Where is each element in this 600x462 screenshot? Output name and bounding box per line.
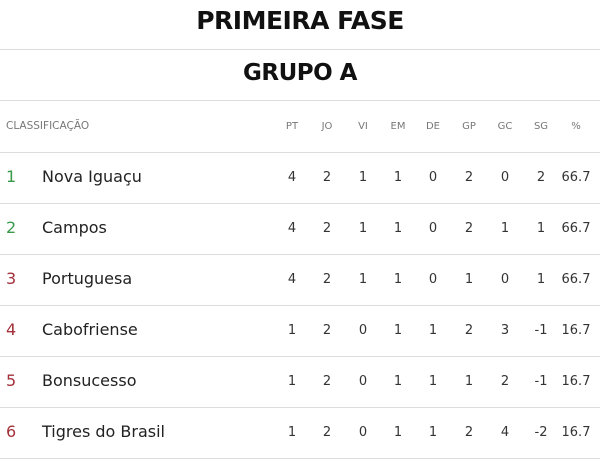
stat-gc: 4: [500, 425, 510, 440]
rank: 5: [6, 371, 17, 390]
stat-gp: 1: [464, 272, 474, 287]
column-header-6: GC: [497, 121, 513, 132]
stat-pct: 16.7: [561, 374, 591, 389]
stat-de: 0: [428, 221, 438, 236]
classification-label: CLASSIFICAÇÃO: [6, 120, 90, 132]
stat-jo: 2: [322, 425, 332, 440]
stat-em: 1: [393, 323, 403, 338]
stat-em: 1: [393, 425, 403, 440]
stat-de: 1: [428, 374, 438, 389]
stat-sg: 1: [536, 221, 546, 236]
divider: [0, 305, 600, 306]
rank: 4: [6, 320, 17, 339]
stat-pt: 1: [287, 323, 297, 338]
column-header-7: SG: [533, 121, 549, 132]
divider: [0, 203, 600, 204]
stat-de: 0: [428, 272, 438, 287]
stat-vi: 0: [358, 425, 368, 440]
divider: [0, 458, 600, 459]
stat-jo: 2: [322, 272, 332, 287]
stat-sg: 1: [536, 272, 546, 287]
stat-vi: 1: [358, 221, 368, 236]
stat-pt: 4: [287, 221, 297, 236]
table-row[interactable]: 4 Cabofriense 1 2 0 1 1 2 3 -1 16.7: [0, 306, 600, 356]
stat-vi: 0: [358, 323, 368, 338]
stat-gc: 3: [500, 323, 510, 338]
divider: [0, 100, 600, 101]
stat-pt: 1: [287, 425, 297, 440]
team-name: Tigres do Brasil: [42, 422, 165, 441]
stat-gp: 2: [464, 323, 474, 338]
stat-vi: 0: [358, 374, 368, 389]
column-header-3: EM: [390, 121, 406, 132]
stat-jo: 2: [322, 374, 332, 389]
stat-sg: 2: [536, 170, 546, 185]
stat-pct: 66.7: [561, 272, 591, 287]
team-name: Bonsucesso: [42, 371, 137, 390]
stat-jo: 2: [322, 323, 332, 338]
stat-gc: 0: [500, 170, 510, 185]
stat-de: 1: [428, 425, 438, 440]
stat-vi: 1: [358, 170, 368, 185]
stat-gp: 2: [464, 221, 474, 236]
stat-em: 1: [393, 272, 403, 287]
column-header-8: %: [571, 121, 581, 132]
divider: [0, 356, 600, 357]
stat-gp: 2: [464, 425, 474, 440]
stat-pt: 4: [287, 272, 297, 287]
stat-pt: 1: [287, 374, 297, 389]
column-header-5: GP: [462, 121, 476, 132]
column-header-2: VI: [358, 121, 368, 132]
stat-de: 0: [428, 170, 438, 185]
stat-gc: 1: [500, 221, 510, 236]
team-name: Campos: [42, 218, 107, 237]
team-name: Cabofriense: [42, 320, 138, 339]
team-name: Portuguesa: [42, 269, 133, 288]
rank: 1: [6, 167, 17, 186]
stat-gc: 2: [500, 374, 510, 389]
rank: 3: [6, 269, 17, 288]
stat-gp: 2: [464, 170, 474, 185]
column-header-0: PT: [285, 121, 299, 132]
stat-em: 1: [393, 221, 403, 236]
stat-em: 1: [393, 374, 403, 389]
column-header-4: DE: [425, 121, 441, 132]
table-header: CLASSIFICAÇÃO PT JO VI EM DE GP GC SG%: [0, 102, 600, 152]
stat-jo: 2: [322, 170, 332, 185]
table-row[interactable]: 2 Campos 4 2 1 1 0 2 1 1 66.7: [0, 204, 600, 254]
table-row[interactable]: 6 Tigres do Brasil 1 2 0 1 1 2 4 -2 16.7: [0, 408, 600, 458]
stat-sg: -1: [534, 323, 548, 338]
table-row[interactable]: 5 Bonsucesso 1 2 0 1 1 1 2 -1 16.7: [0, 357, 600, 407]
stat-de: 1: [428, 323, 438, 338]
stat-pct: 66.7: [561, 170, 591, 185]
team-name: Nova Iguaçu: [42, 167, 142, 186]
stat-vi: 1: [358, 272, 368, 287]
divider: [0, 254, 600, 255]
stat-pt: 4: [287, 170, 297, 185]
stat-gp: 1: [464, 374, 474, 389]
stat-gc: 0: [500, 272, 510, 287]
stat-jo: 2: [322, 221, 332, 236]
group-title: GRUPO A: [243, 60, 357, 86]
stat-sg: -2: [534, 425, 548, 440]
stat-em: 1: [393, 170, 403, 185]
stat-pct: 16.7: [561, 425, 591, 440]
table-row[interactable]: 1 Nova Iguaçu 4 2 1 1 0 2 0 2 66.7: [0, 153, 600, 203]
divider: [0, 49, 600, 50]
rank: 6: [6, 422, 17, 441]
stat-pct: 16.7: [561, 323, 591, 338]
phase-title: PRIMEIRA FASE: [196, 6, 404, 35]
rank: 2: [6, 218, 17, 237]
stat-pct: 66.7: [561, 221, 591, 236]
table-row[interactable]: 3 Portuguesa 4 2 1 1 0 1 0 1 66.7: [0, 255, 600, 305]
stat-sg: -1: [534, 374, 548, 389]
divider: [0, 152, 600, 153]
column-header-1: JO: [321, 121, 333, 132]
divider: [0, 407, 600, 408]
